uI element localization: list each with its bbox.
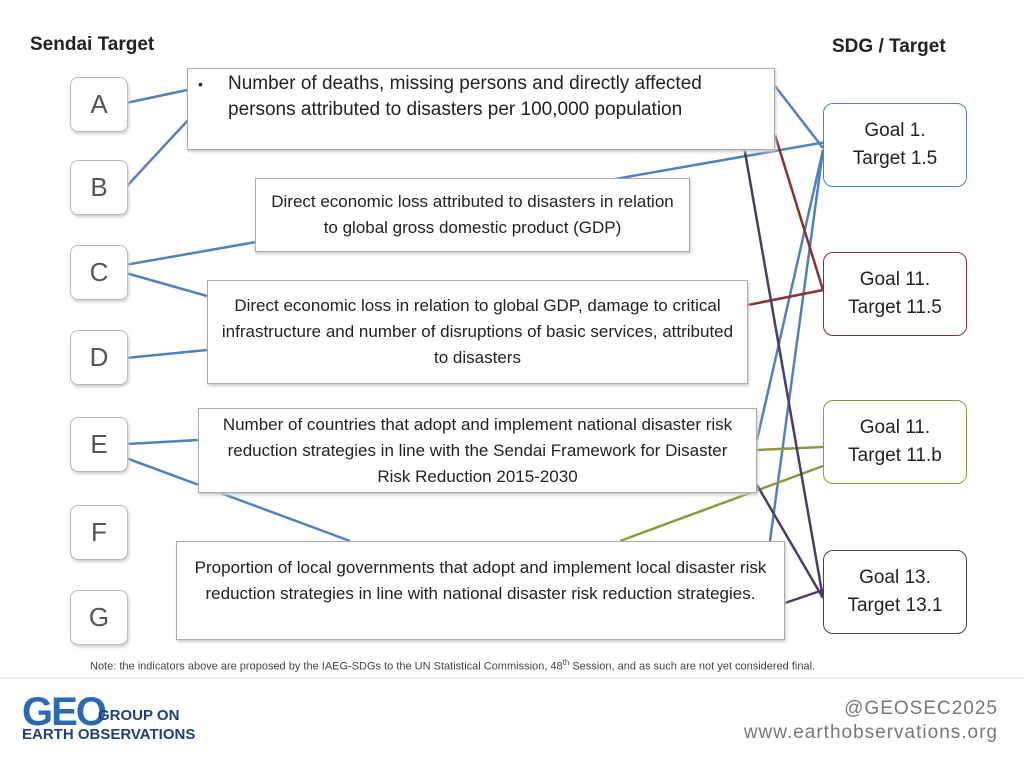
goal-box: Goal 1. Target 1.5 bbox=[823, 103, 967, 187]
note-text: Session, and as such are not yet conside… bbox=[569, 660, 816, 673]
org-line: EARTH OBSERVATIONS bbox=[22, 726, 196, 743]
connectors bbox=[107, 85, 827, 605]
goal-label: Goal 1. bbox=[864, 120, 926, 141]
target-label: Target 1.5 bbox=[852, 148, 938, 169]
goal-label: Goal 13. bbox=[859, 567, 931, 588]
indicator-text: Proportion of local governments that ado… bbox=[194, 557, 767, 603]
target-box: D bbox=[70, 330, 128, 385]
indicator-box: Direct economic loss attributed to disas… bbox=[255, 178, 690, 252]
connector bbox=[747, 288, 824, 307]
logo-text: GROUP ON bbox=[98, 706, 179, 725]
note-text: Note: the indicators above are proposed … bbox=[90, 660, 563, 673]
connector bbox=[756, 445, 824, 452]
target-box: C bbox=[70, 245, 128, 300]
indicator-text: Direct economic loss attributed to disas… bbox=[271, 192, 674, 237]
target-label: Target 11.b bbox=[848, 445, 942, 466]
footnote: Note: the indicators above are proposed … bbox=[90, 658, 815, 673]
indicator-box: • Number of deaths, missing persons and … bbox=[187, 68, 775, 150]
connector bbox=[125, 271, 208, 298]
indicator-text: Number of deaths, missing persons and di… bbox=[228, 73, 702, 120]
connector bbox=[619, 464, 824, 543]
indicator-text: Direct economic loss in relation to glob… bbox=[221, 296, 734, 367]
target-box: E bbox=[70, 417, 128, 472]
social-handle: @GEOSEC2025 bbox=[844, 698, 998, 719]
goal-box: Goal 11. Target 11.5 bbox=[823, 252, 967, 336]
note-sup: th bbox=[562, 658, 570, 667]
target-label: Target 11.5 bbox=[848, 297, 942, 318]
target-box: A bbox=[70, 77, 128, 132]
logo-mark: GEO bbox=[22, 690, 107, 734]
target-label: Target 13.1 bbox=[847, 595, 943, 616]
org-line: GROUP ON bbox=[98, 707, 180, 724]
connector bbox=[773, 134, 825, 291]
target-box: B bbox=[70, 160, 128, 215]
indicator-box: Number of countries that adopt and imple… bbox=[198, 408, 757, 493]
right-header: SDG / Target bbox=[832, 36, 946, 57]
connector bbox=[774, 85, 824, 149]
connector bbox=[125, 348, 208, 360]
indicator-text: Number of countries that adopt and imple… bbox=[222, 414, 733, 486]
bullet: • bbox=[198, 76, 203, 92]
connector bbox=[740, 134, 825, 599]
goal-label: Goal 11. bbox=[859, 417, 931, 438]
website: www.earthobservations.org bbox=[743, 722, 998, 743]
goal-label: Goal 11. bbox=[859, 269, 931, 290]
connector bbox=[768, 149, 825, 542]
connector bbox=[125, 438, 199, 446]
indicator-box: Proportion of local governments that ado… bbox=[176, 541, 785, 640]
connector bbox=[125, 456, 351, 543]
connector bbox=[755, 484, 825, 599]
connector bbox=[125, 117, 191, 188]
connector bbox=[125, 88, 188, 105]
connector bbox=[784, 588, 824, 605]
connector bbox=[755, 149, 825, 441]
goal-box: Goal 11. Target 11.b bbox=[823, 400, 967, 484]
goal-box: Goal 13. Target 13.1 bbox=[823, 550, 967, 634]
left-header: Sendai Target bbox=[30, 34, 155, 55]
target-box: G bbox=[70, 590, 128, 645]
indicator-box: Direct economic loss in relation to glob… bbox=[207, 280, 748, 384]
target-box: F bbox=[70, 505, 128, 560]
